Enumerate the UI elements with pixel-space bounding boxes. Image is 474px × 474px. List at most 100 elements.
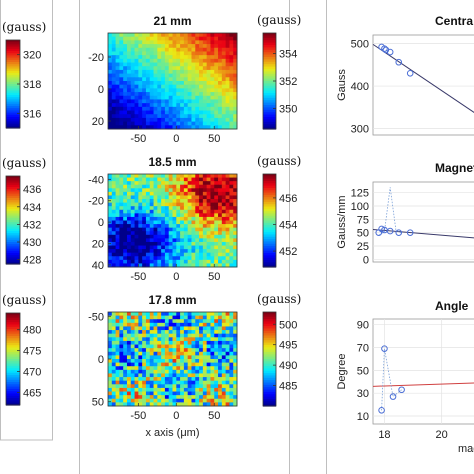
map-21-cell bbox=[233, 73, 238, 78]
map-21-cell bbox=[145, 66, 151, 71]
map-185-cell bbox=[164, 259, 170, 264]
map-21-cell bbox=[164, 103, 170, 108]
map-21-cell bbox=[206, 125, 211, 130]
left-colorbar-2-band bbox=[6, 242, 20, 245]
map-21-cell bbox=[108, 69, 113, 75]
map-185-colorbar-band bbox=[263, 264, 276, 268]
map-21-cell bbox=[191, 121, 196, 126]
map-178-colorbar-band bbox=[263, 316, 276, 320]
map-178-cell bbox=[134, 322, 139, 327]
map-185-cell bbox=[115, 184, 120, 189]
map-185-cell bbox=[157, 184, 162, 189]
map-21-cell bbox=[210, 69, 215, 75]
left-colorbar-3-band bbox=[6, 391, 20, 395]
map-21-cell bbox=[214, 51, 219, 56]
map-178-cell bbox=[210, 315, 215, 320]
map-185-cell bbox=[183, 191, 189, 196]
map-185-cell bbox=[180, 184, 185, 189]
map-178-cell bbox=[149, 369, 155, 374]
map-185-cell bbox=[130, 213, 136, 218]
map-21-cell bbox=[187, 117, 192, 123]
map-178-cell bbox=[157, 362, 162, 367]
map-178-cell bbox=[161, 351, 166, 356]
map-178-cell bbox=[214, 340, 219, 346]
map-178-cell bbox=[134, 398, 139, 403]
map-21-cell bbox=[115, 103, 120, 108]
map-185-cell bbox=[229, 174, 234, 179]
left-colorbar-2-band bbox=[6, 235, 20, 239]
map-178-cell bbox=[221, 402, 227, 407]
map-21-cell bbox=[138, 81, 143, 86]
map-21-cell bbox=[221, 81, 227, 86]
map-185-colorbar-band bbox=[263, 243, 276, 247]
map-21-cell bbox=[161, 106, 166, 112]
map-178-cell bbox=[176, 373, 181, 378]
map-178-cell bbox=[187, 344, 192, 349]
map-185-cell bbox=[206, 220, 211, 225]
left-colorbar-2-band bbox=[6, 250, 20, 254]
map-185-cell bbox=[157, 227, 162, 232]
map-178-cell bbox=[176, 330, 181, 335]
map-21-cell bbox=[218, 92, 223, 97]
map-21-cell bbox=[142, 47, 147, 52]
map-21-colorbar-band bbox=[263, 59, 276, 63]
map-21-cell bbox=[153, 47, 158, 52]
map-185-cell bbox=[225, 199, 230, 204]
map-178-cell bbox=[115, 348, 120, 353]
map-21-cell bbox=[210, 66, 215, 71]
map-185-cell bbox=[210, 249, 215, 254]
map-185-cell bbox=[180, 174, 185, 179]
map-178-cell bbox=[111, 391, 117, 396]
map-178-cell bbox=[149, 333, 155, 338]
map-21-cell bbox=[130, 33, 136, 38]
map-178-cell bbox=[214, 387, 219, 393]
map-21-cell bbox=[210, 117, 215, 123]
map-21-cell bbox=[214, 81, 219, 86]
map-21-cell bbox=[123, 103, 128, 108]
map-185-cell bbox=[119, 238, 124, 243]
map-21-cell bbox=[187, 62, 192, 67]
map-178-cell bbox=[202, 391, 208, 396]
map-185-cell bbox=[145, 245, 151, 250]
map-185-cell bbox=[180, 191, 185, 196]
map-21-cell bbox=[214, 95, 219, 100]
map-178-cell bbox=[161, 330, 166, 335]
map-185-cell bbox=[195, 231, 200, 236]
map-178-cell bbox=[191, 359, 196, 364]
map-21-cell bbox=[180, 110, 185, 115]
map-21-cell bbox=[191, 58, 196, 64]
map-21-cell bbox=[138, 110, 143, 115]
map-178-cell bbox=[199, 398, 204, 403]
map-178-cell bbox=[172, 380, 177, 385]
map-21-cell bbox=[164, 73, 170, 78]
left-colorbar-2-band bbox=[6, 220, 20, 223]
map-185-cell bbox=[164, 256, 170, 261]
left-colorbar-1-band bbox=[6, 64, 20, 67]
map-178-cell bbox=[149, 312, 155, 317]
map-185-cell bbox=[191, 224, 196, 229]
map-21-ytick-label: 0 bbox=[98, 84, 104, 96]
map-185-cell bbox=[123, 249, 128, 254]
map-178-cell bbox=[229, 348, 234, 353]
map-178-cell bbox=[210, 319, 215, 324]
map-185-cell bbox=[195, 259, 200, 264]
map-21-cell bbox=[126, 44, 132, 49]
map-185-cell bbox=[157, 202, 162, 207]
map-178-cell bbox=[180, 391, 185, 396]
map-21-cell bbox=[134, 40, 139, 45]
map-185-cell bbox=[199, 177, 204, 182]
map-21-cell bbox=[126, 125, 132, 130]
left-colorbar-3-unit-label: (gauss) bbox=[2, 293, 46, 307]
map-178-cell bbox=[221, 398, 227, 403]
map-21-cell bbox=[195, 55, 200, 60]
map-178-cell bbox=[191, 315, 196, 320]
map-185-cell bbox=[225, 227, 230, 232]
map-185-cell bbox=[145, 209, 151, 214]
map-185-cell bbox=[229, 220, 234, 225]
map-178-cell bbox=[233, 312, 238, 317]
map-178-cell bbox=[115, 384, 120, 389]
map-21-cell bbox=[176, 62, 181, 67]
map-21-cell bbox=[229, 77, 234, 82]
map-185-cell bbox=[119, 209, 124, 214]
map-178-cell bbox=[225, 319, 230, 324]
